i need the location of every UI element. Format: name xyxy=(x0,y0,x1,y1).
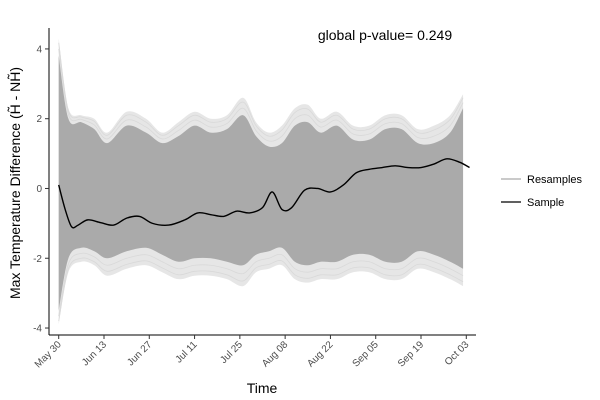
x-tick-label: Sep 19 xyxy=(396,339,426,369)
x-tick-label: Jun 27 xyxy=(125,339,154,368)
y-axis-title: Max Temperature Difference (H̃ - NH̃) xyxy=(7,67,23,299)
resample-outlier-curve-lower-1 xyxy=(58,252,464,317)
legend-label-sample: Sample xyxy=(527,197,564,209)
legend-label-resamples: Resamples xyxy=(527,174,583,186)
resample-outlier-curve-upper-1 xyxy=(58,48,464,142)
plot-area xyxy=(58,38,470,325)
x-tick-label: Jul 25 xyxy=(218,339,245,366)
y-axis-ticks: 4 2 0 -2 -4 xyxy=(33,44,49,335)
resample-outlier-curve-upper-0 xyxy=(58,42,464,137)
resample-band-area xyxy=(58,55,464,311)
x-tick-label: Aug 08 xyxy=(260,339,290,369)
sample-line xyxy=(58,158,470,229)
x-tick-label: Jul 11 xyxy=(174,339,200,365)
x-tick-label: May 30 xyxy=(33,339,64,370)
y-tick-label: 2 xyxy=(36,114,42,125)
x-axis-ticks: May 30 Jun 13 Jun 27 Jul 11 Jul 25 Aug 08 Aug … xyxy=(33,335,472,370)
resample-outlier-curve-lower-0 xyxy=(58,257,464,322)
x-tick-label: Aug 22 xyxy=(305,339,335,369)
p-value-annotation: global p-value= 0.249 xyxy=(318,27,452,43)
y-tick-label: -2 xyxy=(33,254,42,265)
sample-series xyxy=(58,158,470,229)
x-tick-label: Sep 05 xyxy=(351,339,381,369)
x-axis-title: Time xyxy=(247,380,278,396)
y-tick-label: 4 xyxy=(36,44,42,55)
resample-band xyxy=(58,55,464,311)
legend: Resamples Sample xyxy=(501,174,583,209)
x-tick-label: Oct 03 xyxy=(443,339,472,368)
y-tick-label: -4 xyxy=(33,324,42,335)
x-tick-label: Jun 13 xyxy=(80,339,109,368)
y-tick-label: 0 xyxy=(36,184,42,195)
